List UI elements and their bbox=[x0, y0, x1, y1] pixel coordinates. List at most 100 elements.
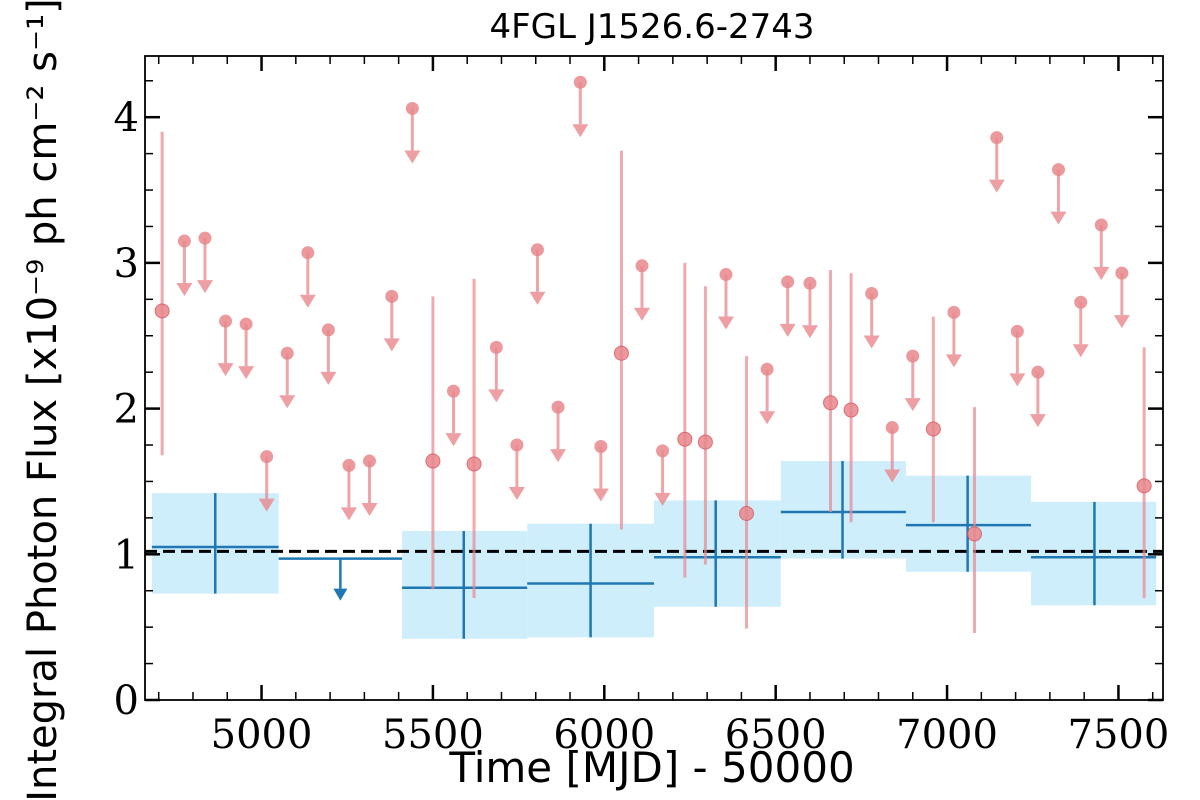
short-bin-point bbox=[739, 506, 755, 522]
short-bin-upper-limit-marker bbox=[1115, 266, 1129, 280]
short-bin-upper-limit-arrow bbox=[1050, 211, 1067, 225]
y-axis-label: Integral Photon Flux [x10⁻⁹ ph cm⁻² s⁻¹] bbox=[20, 0, 66, 800]
short-bin-upper-limit-marker bbox=[321, 323, 335, 337]
short-bin-upper-limit-marker bbox=[760, 362, 774, 376]
short-bin-upper-limit-marker bbox=[865, 286, 879, 300]
short-bin-upper-limit-arrow bbox=[592, 488, 609, 502]
short-bin-upper-limit-arrow bbox=[488, 389, 505, 403]
short-bin-upper-limit-marker bbox=[280, 346, 294, 360]
long-bin-upper-limit-arrow bbox=[333, 588, 348, 601]
short-bin-upper-limit-marker bbox=[551, 400, 565, 414]
short-bin-upper-limit-arrow bbox=[904, 398, 921, 412]
short-bin-upper-limit-arrow bbox=[361, 503, 378, 517]
short-bin-upper-limit-marker bbox=[719, 268, 733, 282]
y-tick-label: 1 bbox=[114, 532, 139, 578]
short-bin-upper-limit-arrow bbox=[238, 366, 255, 380]
short-bin-upper-limit-arrow bbox=[340, 507, 357, 521]
short-bin-upper-limit-arrow bbox=[404, 150, 421, 164]
x-tick-label: 5000 bbox=[211, 712, 313, 758]
short-bin-upper-limit-marker bbox=[885, 421, 899, 435]
short-bin-upper-limit-arrow bbox=[1113, 315, 1130, 329]
short-bin-point bbox=[966, 526, 982, 542]
short-bin-upper-limit-arrow bbox=[1072, 344, 1089, 358]
short-bin-upper-limit-marker bbox=[656, 444, 670, 458]
short-bin-upper-limit-arrow bbox=[884, 469, 901, 483]
short-bin-upper-limit-arrow bbox=[572, 124, 589, 138]
short-bin-upper-limit-marker bbox=[405, 101, 419, 115]
axis-ticks: 5000 5500 6000 6500 7000 7500 0 1 2 3 4 bbox=[114, 56, 1170, 758]
y-tick-label: 2 bbox=[114, 387, 139, 433]
x-tick-label: 6000 bbox=[553, 712, 655, 758]
short-bin-upper-limit-marker bbox=[385, 289, 399, 303]
y-tick-label: 4 bbox=[114, 95, 139, 141]
short-bin-upper-limit-arrow bbox=[654, 492, 671, 506]
short-bin-upper-limit-marker bbox=[510, 438, 524, 452]
short-bin-upper-limit-arrow bbox=[196, 280, 213, 294]
short-bin-upper-limit-marker bbox=[1051, 163, 1065, 177]
short-bin-point bbox=[823, 395, 839, 411]
short-bin-upper-limit-arrow bbox=[383, 338, 400, 352]
short-bin-upper-limit-marker bbox=[342, 458, 356, 472]
short-bin-upper-limit-arrow bbox=[717, 316, 734, 330]
short-bin-upper-limit-marker bbox=[803, 276, 817, 290]
y-tick-label: 0 bbox=[114, 678, 139, 724]
short-bin-upper-limit-arrow bbox=[945, 354, 962, 368]
short-bin-point bbox=[613, 345, 629, 361]
short-bin-upper-limit-marker bbox=[1094, 218, 1108, 232]
short-bin-upper-limit-marker bbox=[239, 317, 253, 331]
short-bin-upper-limit-arrow bbox=[279, 395, 296, 409]
short-bin-point bbox=[843, 402, 859, 418]
short-bin-upper-limit-marker bbox=[573, 75, 587, 89]
short-bin-upper-limit-marker bbox=[990, 131, 1004, 145]
short-bin-upper-limit-arrow bbox=[176, 283, 193, 297]
short-bin-upper-limit-arrow bbox=[634, 307, 651, 321]
short-bin-upper-limit-marker bbox=[1031, 365, 1045, 379]
short-bin-upper-limit-arrow bbox=[988, 179, 1005, 193]
x-tick-label: 7000 bbox=[896, 712, 998, 758]
short-bin-upper-limit-marker bbox=[219, 314, 233, 328]
short-bin-upper-limit-arrow bbox=[217, 363, 234, 377]
short-bin-upper-limit-arrow bbox=[1093, 267, 1110, 281]
short-bin-point bbox=[677, 431, 693, 447]
short-bin-upper-limit-marker bbox=[1010, 324, 1024, 338]
chart-title: 4FGL J1526.6-2743 bbox=[489, 7, 814, 47]
short-bin-upper-limit-marker bbox=[594, 439, 608, 453]
short-bin-upper-limit-marker bbox=[301, 246, 315, 260]
short-bin-upper-limit-arrow bbox=[320, 371, 337, 385]
short-bin-point bbox=[1136, 478, 1152, 494]
short-bin-point bbox=[425, 453, 441, 469]
short-bin-upper-limit-marker bbox=[446, 384, 460, 398]
short-bin-upper-limit-marker bbox=[906, 349, 920, 363]
short-bin-upper-limit-marker bbox=[635, 259, 649, 273]
short-bin-upper-limit-marker bbox=[363, 454, 377, 468]
short-bin-upper-limit-arrow bbox=[779, 323, 796, 337]
x-tick-label: 5500 bbox=[382, 712, 484, 758]
short-bin-upper-limit-arrow bbox=[759, 411, 776, 425]
x-axis-label: Time [MJD] - 50000 bbox=[448, 743, 854, 792]
short-bin-upper-limit-arrow bbox=[529, 291, 546, 305]
short-bin-upper-limit-marker bbox=[177, 234, 191, 248]
short-bin-upper-limit-arrow bbox=[863, 335, 880, 349]
short-bin-upper-limit-arrow bbox=[550, 449, 567, 463]
short-bin-upper-limit-arrow bbox=[508, 487, 525, 501]
short-bin-upper-limit-arrow bbox=[1029, 414, 1046, 428]
short-bin-upper-limit-marker bbox=[1074, 295, 1088, 309]
short-bin-upper-limit-marker bbox=[947, 305, 961, 319]
short-bin-upper-limit-arrow bbox=[258, 498, 275, 512]
short-bin-upper-limit-marker bbox=[781, 275, 795, 289]
short-bin-upper-limit-arrow bbox=[299, 294, 316, 308]
short-bin-upper-limit-arrow bbox=[445, 433, 462, 447]
short-bin-upper-limit-marker bbox=[489, 340, 503, 354]
short-bin-point bbox=[154, 303, 170, 319]
short-bin-upper-limit-marker bbox=[198, 231, 212, 245]
y-tick-label: 3 bbox=[114, 241, 139, 287]
long-bin-marks bbox=[151, 461, 1157, 639]
short-bin-upper-limit-arrow bbox=[801, 325, 818, 339]
short-bin-marks bbox=[154, 75, 1152, 633]
long-bin-error-band bbox=[654, 500, 781, 607]
x-tick-label: 7500 bbox=[1068, 712, 1170, 758]
short-bin-point bbox=[925, 421, 941, 437]
short-bin-upper-limit-arrow bbox=[1009, 373, 1026, 387]
axes-frame bbox=[144, 55, 1164, 701]
